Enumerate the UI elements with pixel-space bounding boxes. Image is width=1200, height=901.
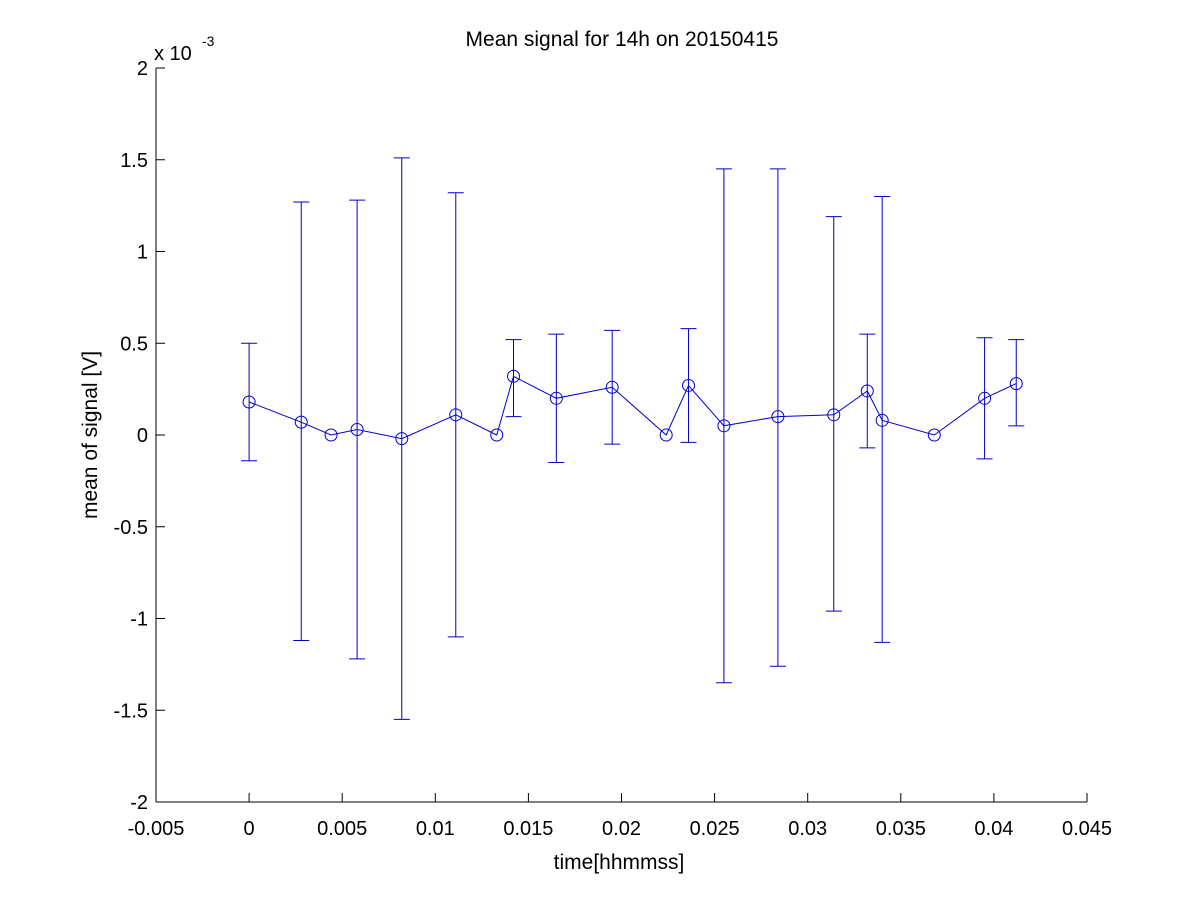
axes — [155, 68, 1087, 803]
data-point — [490, 428, 504, 442]
x-ticks: -0.005 0 0.005 0.01 0.015 0.02 0.025 0.03 0.035 0… — [128, 793, 1112, 840]
x-tick-label: 0 — [244, 818, 255, 840]
y-tick-label: -1 — [130, 609, 148, 631]
data-point — [860, 384, 874, 398]
data-point — [659, 428, 673, 442]
y-ticks: -2 -1.5 -1 -0.5 0 0.5 1 1.5 2 — [114, 58, 165, 814]
data-point — [875, 413, 889, 427]
data-point — [978, 391, 992, 405]
y-tick-label: -1.5 — [114, 700, 148, 722]
data-point — [294, 415, 308, 429]
data-point — [449, 408, 463, 422]
y-tick-label: 1 — [137, 242, 148, 264]
x-tick-label: -0.005 — [128, 818, 185, 840]
y-tick-label: 0 — [137, 425, 148, 447]
data-point — [717, 419, 731, 433]
y-axis-label: mean of signal [V] — [79, 351, 102, 519]
y-tick-label: 0.5 — [120, 333, 148, 355]
data-point — [771, 410, 785, 424]
x-axis-label: time[hhmmss] — [554, 851, 685, 874]
data-point — [242, 395, 256, 409]
x-tick-label: 0.02 — [602, 818, 641, 840]
data-point — [350, 422, 364, 436]
data-point — [827, 408, 841, 422]
error-bar — [1008, 339, 1025, 427]
y-multiplier-exponent: -3 — [202, 33, 215, 49]
error-bar — [241, 342, 258, 462]
y-tick-label: 2 — [137, 58, 148, 80]
y-tick-label: -2 — [130, 792, 148, 814]
x-tick-label: 0.015 — [503, 818, 553, 840]
error-bars — [241, 157, 1025, 720]
x-tick-label: 0.025 — [690, 818, 740, 840]
x-tick-label: 0.005 — [317, 818, 367, 840]
x-tick-label: 0.045 — [1062, 818, 1112, 840]
error-bar — [293, 201, 310, 642]
x-tick-label: 0.035 — [876, 818, 926, 840]
data-point — [549, 391, 563, 405]
data-point — [395, 432, 409, 446]
series-line-group — [248, 375, 1017, 440]
error-bar — [825, 216, 842, 612]
series-line — [248, 375, 1017, 440]
data-point — [605, 380, 619, 394]
y-tick-label: 1.5 — [120, 150, 148, 172]
x-tick-label: 0.01 — [416, 818, 455, 840]
data-point — [682, 378, 696, 392]
chart-title: Mean signal for 14h on 20150415 — [466, 28, 779, 51]
data-point — [507, 369, 521, 383]
data-point — [1009, 377, 1023, 391]
markers — [242, 369, 1023, 446]
x-tick-label: 0.03 — [788, 818, 827, 840]
error-bar — [505, 339, 522, 418]
y-multiplier-base: x 10 — [154, 43, 192, 65]
y-tick-label: -0.5 — [114, 517, 148, 539]
x-tick-label: 0.04 — [974, 818, 1013, 840]
data-point — [927, 428, 941, 442]
data-point — [324, 428, 338, 442]
error-bar — [769, 168, 786, 667]
y-multiplier: x 10 -3 — [154, 33, 215, 65]
